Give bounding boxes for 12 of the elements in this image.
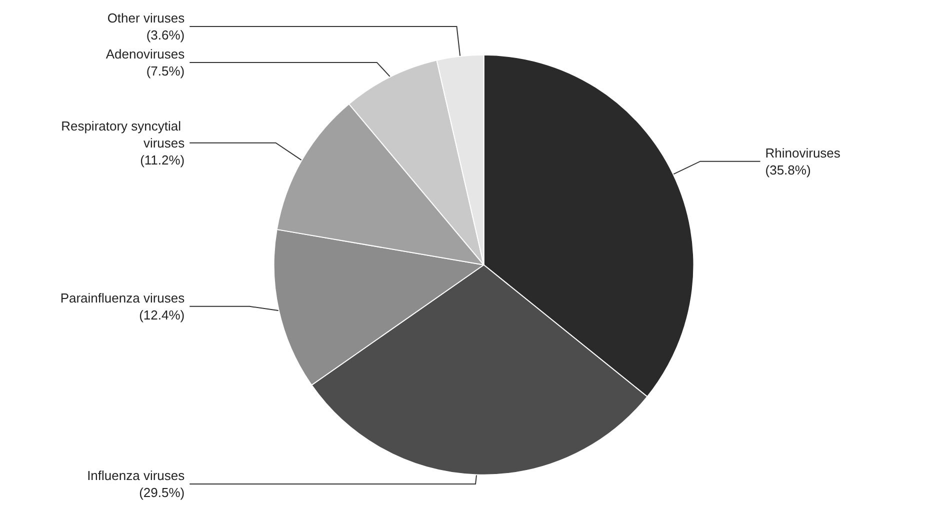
slice-label: Respiratory syncytial viruses: [61, 118, 186, 150]
data-label: (3.6%): [146, 27, 185, 42]
slice-label: Other viruses: [107, 10, 186, 26]
slice-label: Parainfluenza viruses: [60, 290, 186, 306]
slice-label: Influenza viruses: [87, 468, 186, 483]
slice-label: Rhinoviruses: [765, 145, 841, 160]
data-label: (35.8%): [765, 162, 811, 178]
data-label: (7.5%): [146, 63, 185, 78]
data-label: (29.5%): [139, 485, 185, 500]
slice-label: Adenoviruses: [106, 46, 186, 62]
data-label: (11.2%): [140, 152, 185, 168]
data-label: (12.4%): [139, 307, 185, 322]
